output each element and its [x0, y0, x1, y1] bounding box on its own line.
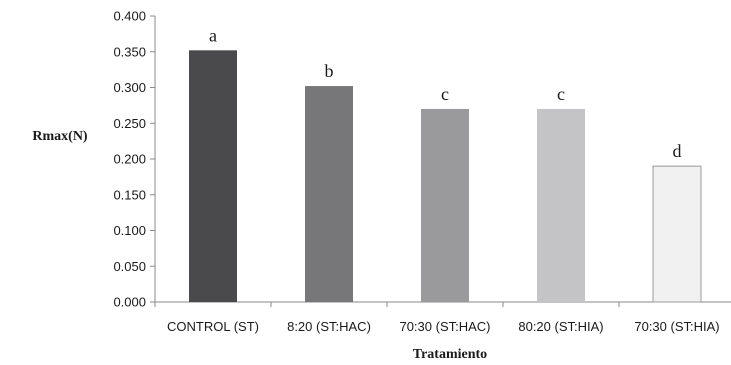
bar-letter-labels: a b c c d	[209, 25, 682, 161]
x-category-label: 70:30 (ST:HIA)	[634, 319, 719, 334]
y-axis: 0.000 0.050 0.100 0.150 0.200 0.250 0.300 0.350…	[113, 9, 156, 310]
bar	[305, 86, 353, 302]
bar-letter-label: c	[557, 84, 565, 104]
y-tick-label: 0.100	[113, 223, 146, 238]
y-axis-title: Rmax(N)	[32, 129, 88, 144]
bar-letter-label: b	[325, 61, 334, 81]
bars	[189, 50, 702, 303]
x-axis-title: Tratamiento	[413, 347, 487, 362]
y-tick-label: 0.250	[113, 116, 146, 131]
y-tick-label: 0.200	[113, 152, 146, 167]
bar	[652, 165, 702, 303]
category-labels: CONTROL (ST) 8:20 (ST:HAC) 70:30 (ST:HAC) 8…	[167, 319, 720, 334]
bar	[189, 50, 237, 302]
y-tick-label: 0.150	[113, 187, 146, 202]
x-category-label: 70:30 (ST:HAC)	[399, 319, 490, 334]
bar	[421, 108, 469, 302]
x-category-label: 80:20 (ST:HIA)	[518, 319, 603, 334]
y-tick-label: 0.400	[113, 9, 146, 24]
bar-letter-label: d	[673, 141, 682, 161]
bar-letter-label: c	[441, 84, 449, 104]
y-tick-label: 0.350	[113, 44, 146, 59]
x-category-label: CONTROL (ST)	[167, 319, 259, 334]
bar-letter-label: a	[209, 25, 217, 45]
y-tick-label: 0.050	[113, 259, 146, 274]
x-axis	[154, 301, 731, 307]
bar	[537, 108, 585, 302]
x-category-label: 8:20 (ST:HAC)	[287, 319, 371, 334]
y-tick-label: 0.000	[113, 295, 146, 310]
y-tick-label: 0.300	[113, 80, 146, 95]
